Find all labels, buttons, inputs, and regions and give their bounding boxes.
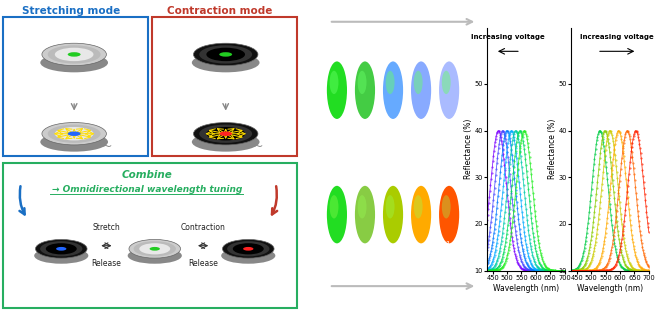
- Text: Increasing voltage: Increasing voltage: [471, 34, 545, 40]
- Ellipse shape: [355, 62, 375, 119]
- Ellipse shape: [68, 132, 81, 136]
- Ellipse shape: [139, 243, 170, 254]
- Ellipse shape: [327, 186, 347, 243]
- Ellipse shape: [221, 248, 275, 264]
- Ellipse shape: [219, 132, 232, 136]
- Ellipse shape: [227, 241, 269, 256]
- Ellipse shape: [199, 125, 252, 143]
- Text: Release: Release: [91, 259, 121, 268]
- Text: ~: ~: [253, 140, 263, 153]
- Text: 2 kV: 2 kV: [357, 129, 373, 135]
- Ellipse shape: [327, 62, 347, 119]
- Y-axis label: Reflectance (%): Reflectance (%): [464, 119, 473, 179]
- Ellipse shape: [383, 186, 403, 243]
- Ellipse shape: [193, 43, 258, 66]
- Text: 1 cm: 1 cm: [446, 241, 463, 247]
- Text: → Omnidirectional wavelength tuning: → Omnidirectional wavelength tuning: [51, 185, 242, 193]
- Ellipse shape: [42, 123, 107, 145]
- Ellipse shape: [134, 241, 176, 256]
- Text: Stretch: Stretch: [93, 223, 120, 232]
- Ellipse shape: [40, 53, 108, 72]
- Text: Contraction: Contraction: [181, 223, 226, 232]
- Ellipse shape: [149, 247, 160, 251]
- Ellipse shape: [192, 132, 259, 152]
- Ellipse shape: [46, 243, 77, 254]
- Ellipse shape: [330, 71, 338, 94]
- Y-axis label: Reflectance (%): Reflectance (%): [548, 119, 557, 179]
- Ellipse shape: [207, 127, 245, 141]
- Text: 4.1 kV: 4.1 kV: [438, 129, 461, 135]
- Text: 0 kV: 0 kV: [329, 129, 345, 135]
- Ellipse shape: [129, 239, 180, 258]
- Text: 3 kV: 3 kV: [385, 129, 401, 135]
- Text: Contraction mode: Contraction mode: [166, 6, 272, 16]
- Ellipse shape: [55, 48, 93, 61]
- Ellipse shape: [383, 62, 403, 119]
- Text: Stretch (blue-shift): Stretch (blue-shift): [365, 7, 441, 15]
- X-axis label: Wavelength (nm): Wavelength (nm): [493, 284, 559, 293]
- Ellipse shape: [439, 62, 459, 119]
- Text: ~: ~: [101, 140, 112, 153]
- Ellipse shape: [55, 127, 93, 141]
- Ellipse shape: [128, 248, 182, 264]
- Text: Release: Release: [188, 259, 218, 268]
- Ellipse shape: [34, 248, 88, 264]
- Ellipse shape: [222, 239, 274, 258]
- Ellipse shape: [358, 71, 367, 94]
- Ellipse shape: [233, 243, 264, 254]
- Ellipse shape: [192, 53, 259, 72]
- Ellipse shape: [68, 52, 81, 57]
- Text: Combine: Combine: [121, 170, 172, 180]
- Ellipse shape: [439, 186, 459, 243]
- X-axis label: Wavelength (nm): Wavelength (nm): [577, 284, 643, 293]
- Ellipse shape: [219, 52, 232, 57]
- Ellipse shape: [207, 48, 245, 61]
- Ellipse shape: [48, 45, 101, 63]
- Ellipse shape: [56, 247, 66, 251]
- Ellipse shape: [42, 43, 107, 66]
- Ellipse shape: [40, 241, 82, 256]
- Ellipse shape: [199, 45, 252, 63]
- Ellipse shape: [414, 71, 422, 94]
- Ellipse shape: [193, 123, 258, 145]
- Ellipse shape: [442, 71, 451, 94]
- Ellipse shape: [330, 195, 338, 218]
- Ellipse shape: [414, 195, 422, 218]
- Ellipse shape: [386, 71, 395, 94]
- Ellipse shape: [442, 195, 451, 218]
- Ellipse shape: [411, 186, 431, 243]
- Ellipse shape: [358, 195, 367, 218]
- Ellipse shape: [36, 239, 87, 258]
- Ellipse shape: [48, 125, 101, 143]
- Text: Stretching mode: Stretching mode: [22, 6, 120, 16]
- Ellipse shape: [40, 132, 108, 152]
- Text: 3.8 kV: 3.8 kV: [409, 129, 432, 135]
- Text: Contraction (red-shift): Contraction (red-shift): [359, 295, 447, 304]
- Ellipse shape: [386, 195, 395, 218]
- Ellipse shape: [355, 186, 375, 243]
- Ellipse shape: [243, 247, 253, 251]
- Ellipse shape: [411, 62, 431, 119]
- Text: Increasing voltage: Increasing voltage: [580, 34, 654, 40]
